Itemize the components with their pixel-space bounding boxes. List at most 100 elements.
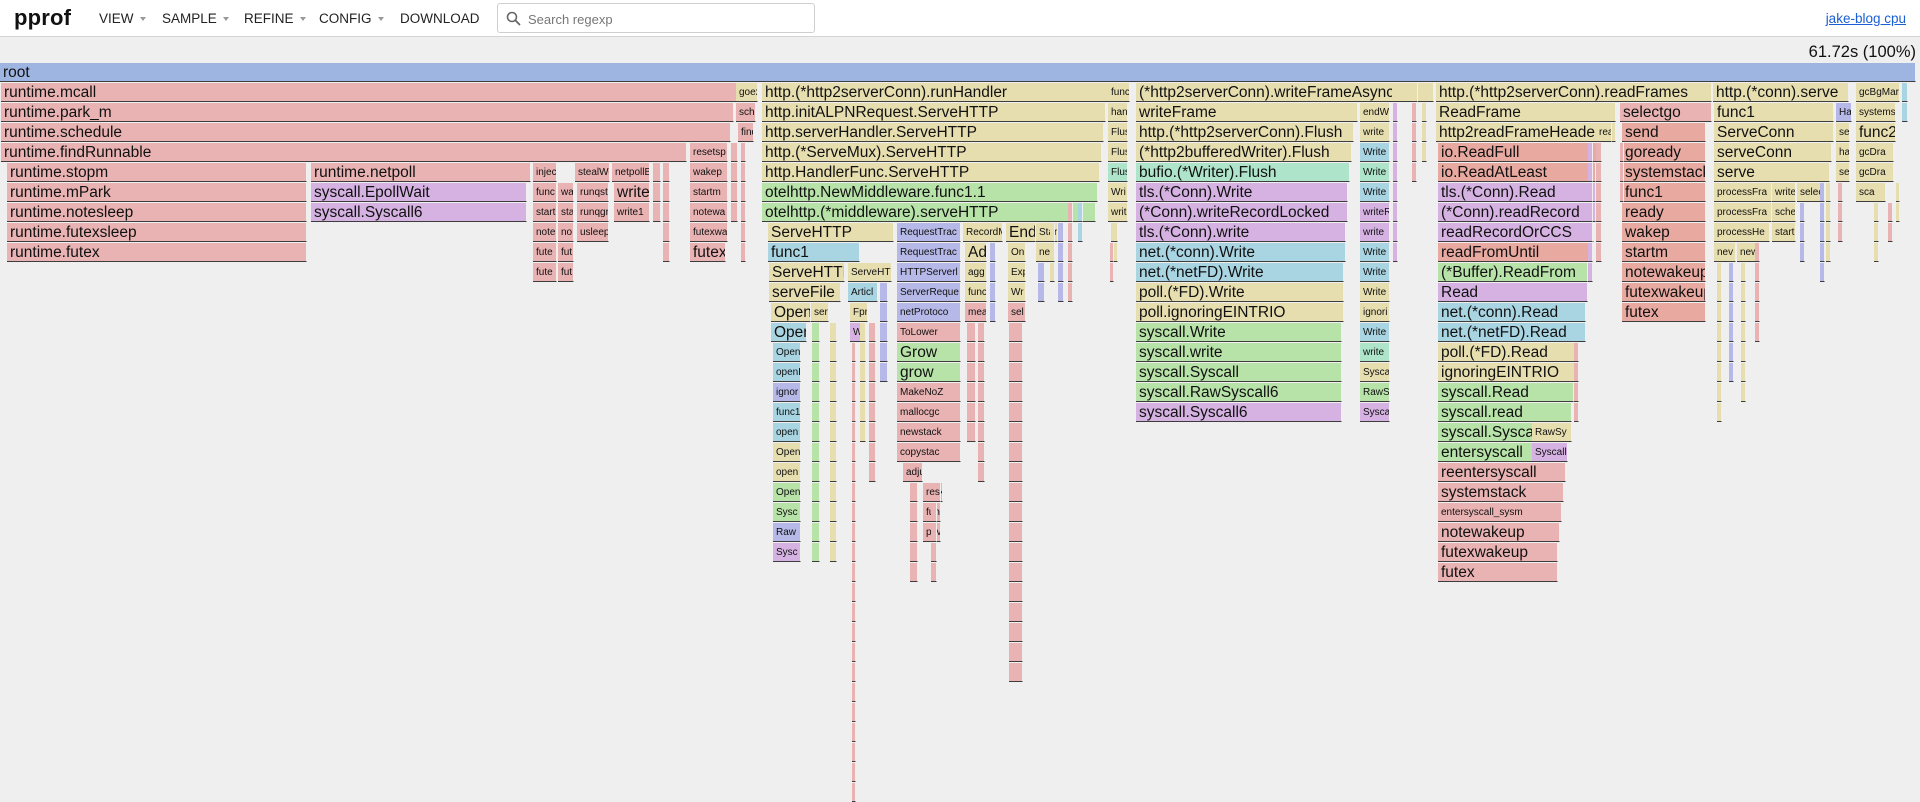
flame-frame[interactable]: RecordM	[963, 223, 1003, 242]
flame-frame[interactable]	[852, 563, 856, 582]
flame-frame[interactable]	[830, 343, 837, 362]
flame-frame[interactable]	[967, 323, 976, 342]
flame-frame[interactable]: note	[533, 223, 557, 242]
flame-frame[interactable]: ser	[1836, 123, 1850, 142]
flame-frame[interactable]: no	[558, 223, 574, 242]
flame-frame[interactable]	[1009, 343, 1023, 362]
flame-frame[interactable]	[1888, 203, 1893, 222]
flame-frame[interactable]	[1717, 383, 1722, 402]
flame-frame[interactable]	[1111, 243, 1118, 262]
flame-frame[interactable]: syscall.write	[1136, 343, 1342, 362]
flame-frame[interactable]	[1009, 503, 1023, 522]
flame-frame[interactable]: ServerReque	[897, 283, 961, 302]
flame-frame[interactable]	[1068, 203, 1073, 222]
flame-frame[interactable]	[830, 503, 837, 522]
flame-frame[interactable]: open	[773, 423, 801, 442]
flame-frame[interactable]	[967, 343, 976, 362]
flame-frame[interactable]: io.ReadAtLeast	[1438, 163, 1596, 182]
flame-frame[interactable]: Write	[1360, 323, 1390, 342]
flame-frame[interactable]: func	[1108, 83, 1130, 102]
flame-frame[interactable]: root	[0, 63, 1916, 82]
flame-frame[interactable]: copystac	[897, 443, 961, 462]
flame-frame[interactable]	[1596, 163, 1602, 182]
flame-frame[interactable]: ignori	[1360, 303, 1390, 322]
flame-frame[interactable]: gcDra	[1856, 163, 1894, 182]
flame-frame[interactable]	[1412, 143, 1417, 162]
flame-frame[interactable]	[1038, 263, 1045, 282]
flame-frame[interactable]	[1729, 283, 1734, 302]
flame-frame[interactable]	[1588, 203, 1593, 222]
flame-frame[interactable]: Sysca	[1360, 363, 1390, 382]
flame-frame[interactable]: wakep	[1622, 223, 1706, 242]
flame-frame[interactable]	[1717, 323, 1722, 342]
flame-frame[interactable]: serveConn	[1714, 143, 1832, 162]
flame-frame[interactable]	[731, 183, 738, 202]
flame-frame[interactable]	[1588, 183, 1593, 202]
flame-frame[interactable]	[931, 563, 937, 582]
flame-frame[interactable]	[731, 163, 738, 182]
flame-frame[interactable]: Sysca	[1360, 403, 1390, 422]
flame-frame[interactable]: endWr	[1360, 103, 1390, 122]
flame-frame[interactable]: entersyscall_sysm	[1438, 503, 1562, 522]
flame-frame[interactable]	[978, 343, 985, 362]
flame-frame[interactable]	[1717, 403, 1722, 422]
flame-frame[interactable]	[1874, 223, 1879, 242]
config-menu[interactable]: CONFIG	[319, 11, 384, 26]
flame-frame[interactable]	[812, 523, 820, 542]
flame-frame[interactable]: syscall.read	[1438, 403, 1572, 422]
flame-frame[interactable]	[663, 163, 670, 182]
flame-frame[interactable]: runtime.stopm	[7, 163, 307, 182]
flame-frame[interactable]	[1874, 203, 1879, 222]
flame-frame[interactable]	[1800, 223, 1805, 242]
flame-frame[interactable]	[741, 183, 746, 202]
flame-frame[interactable]: agg	[965, 263, 987, 282]
flame-frame[interactable]	[1050, 243, 1055, 262]
flame-frame[interactable]	[1009, 323, 1023, 342]
flame-frame[interactable]	[1110, 263, 1114, 282]
flame-frame[interactable]	[1741, 303, 1746, 322]
flame-frame[interactable]: func1	[773, 403, 801, 422]
flame-frame[interactable]	[1393, 223, 1398, 242]
flame-frame[interactable]	[978, 403, 985, 422]
flame-frame[interactable]: open	[773, 463, 801, 482]
flame-frame[interactable]: openFi	[773, 363, 801, 382]
flame-frame[interactable]: Raw	[773, 523, 801, 542]
flame-frame[interactable]: ServeHT	[848, 263, 892, 282]
flame-frame[interactable]: wa	[558, 183, 574, 202]
flame-frame[interactable]: serveFile	[769, 283, 841, 302]
flame-frame[interactable]: runqgr	[577, 203, 609, 222]
flame-frame[interactable]	[990, 303, 996, 322]
flame-frame[interactable]: OpenF	[773, 343, 801, 362]
flame-frame[interactable]: Read	[1438, 283, 1588, 302]
flame-frame[interactable]	[1888, 223, 1893, 242]
flame-frame[interactable]	[1050, 263, 1055, 282]
flame-frame[interactable]: net.(*conn).Write	[1136, 243, 1346, 262]
search-input[interactable]	[526, 8, 810, 30]
flame-frame[interactable]	[1009, 563, 1023, 582]
flame-frame[interactable]	[1620, 143, 1624, 162]
flame-frame[interactable]	[1588, 263, 1593, 282]
flame-frame[interactable]: Write	[1360, 143, 1390, 162]
flame-frame[interactable]	[990, 243, 996, 262]
flame-frame[interactable]: Flus	[1108, 143, 1128, 162]
flame-frame[interactable]	[663, 183, 670, 202]
flame-frame[interactable]	[1393, 243, 1398, 262]
flame-frame[interactable]	[852, 683, 856, 702]
flame-frame[interactable]	[880, 343, 888, 362]
flame-frame[interactable]	[1009, 483, 1023, 502]
flame-frame[interactable]: runtime.netpoll	[311, 163, 531, 182]
flame-frame[interactable]	[1111, 223, 1118, 242]
flame-frame[interactable]	[731, 143, 738, 162]
flame-frame[interactable]: http.(*ServeMux).ServeHTTP	[762, 143, 1102, 162]
flame-frame[interactable]: syscall.Read	[1438, 383, 1574, 402]
flame-frame[interactable]	[1729, 363, 1734, 382]
flame-frame[interactable]: readFromUntil	[1438, 243, 1590, 262]
flame-frame[interactable]	[1009, 623, 1023, 642]
flame-frame[interactable]	[1741, 323, 1746, 342]
flame-frame[interactable]: systems	[1856, 103, 1896, 122]
flame-frame[interactable]	[1574, 363, 1579, 382]
flame-frame[interactable]	[852, 643, 856, 662]
flame-frame[interactable]	[852, 663, 856, 682]
flame-frame[interactable]: netpollB	[612, 163, 650, 182]
flame-frame[interactable]: write	[1360, 223, 1390, 242]
